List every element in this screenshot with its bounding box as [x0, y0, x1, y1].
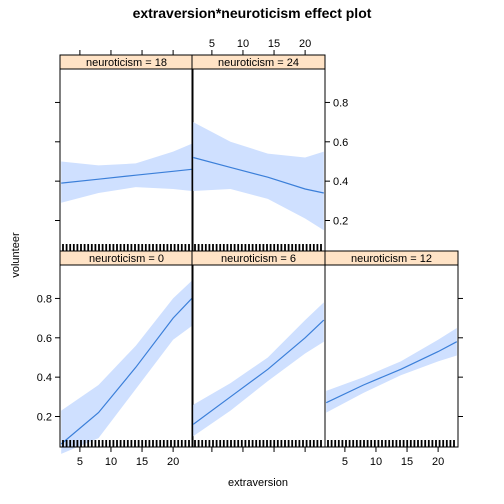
y-tick-label: 0.6 [37, 333, 52, 345]
rug [194, 440, 322, 447]
confidence-band [193, 302, 324, 437]
panel-4: neuroticism = 24 [191, 54, 326, 252]
y-tick-label: 0.4 [333, 176, 348, 188]
x-tick-label: 10 [237, 38, 249, 50]
y-tick-label: 0.8 [37, 293, 52, 305]
fit-line [61, 168, 192, 184]
panel-strip-label: neuroticism = 6 [221, 253, 296, 265]
panel-frame [59, 264, 194, 448]
panel-strip-label: neuroticism = 24 [218, 57, 299, 69]
y-tick-label: 0.2 [37, 412, 52, 424]
y-tick-label: 0.6 [333, 137, 348, 149]
x-tick-label: 15 [136, 456, 148, 468]
confidence-band [61, 280, 192, 454]
y-tick-label: 0.4 [37, 372, 52, 384]
x-tick-label: 10 [105, 456, 117, 468]
panel-1: neuroticism = 6 [191, 250, 326, 448]
confidence-band [326, 328, 457, 413]
fit-line [325, 341, 458, 404]
y-axis-label: volunteer [10, 232, 22, 278]
x-tick-label: 15 [401, 456, 413, 468]
panels: neuroticism = 0 neuroticism = 6 neuroticis… [59, 54, 459, 454]
y-tick-label: 0.2 [333, 216, 348, 228]
fit-line [193, 156, 324, 194]
x-tick-label: 15 [268, 38, 280, 50]
panel-frame [191, 68, 326, 252]
rug [62, 440, 190, 447]
panel-frame [324, 264, 459, 448]
panel-strip-label: neuroticism = 0 [89, 253, 164, 265]
x-tick-label: 20 [299, 38, 311, 50]
fit-line [192, 319, 325, 425]
panel-3: neuroticism = 18 [59, 54, 194, 252]
x-tick-label: 5 [77, 456, 83, 468]
x-tick-label: 10 [370, 456, 382, 468]
y-tick-label: 0.8 [333, 97, 348, 109]
x-axis-label: extraversion [228, 477, 288, 489]
panel-0: neuroticism = 0 [59, 250, 194, 454]
chart-title: extraversion*neuroticism effect plot [133, 5, 372, 21]
x-tick-label: 5 [342, 456, 348, 468]
confidence-band [61, 143, 192, 203]
panel-strip-label: neuroticism = 12 [351, 253, 432, 265]
rug [327, 440, 455, 447]
panel-2: neuroticism = 12 [324, 250, 459, 448]
x-tick-label: 20 [432, 456, 444, 468]
axes: 0.2 0.4 0.6 0.8 0.2 0.4 0.6 0.8 5 10 15 20 5 10 15 20 5 1… [37, 38, 463, 468]
panel-strip-label: neuroticism = 18 [86, 57, 167, 69]
rug [62, 244, 190, 251]
panel-frame [59, 68, 194, 252]
confidence-band [193, 122, 324, 231]
x-tick-label: 5 [209, 38, 215, 50]
fit-line [60, 297, 193, 445]
x-tick-label: 20 [167, 456, 179, 468]
rug [194, 244, 322, 251]
